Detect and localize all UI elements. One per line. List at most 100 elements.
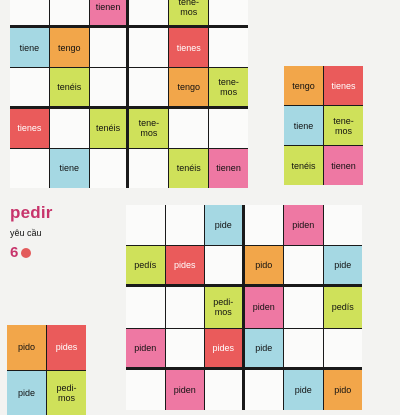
section-title: pedir [10, 203, 53, 223]
grid-cell [166, 329, 205, 369]
grid-cell: piden [126, 329, 165, 369]
pedir-sudoku-grid: pide piden pedís pides pido pide pedi- mos pide… [126, 205, 362, 410]
grid-cell: tene- mos [129, 109, 168, 148]
cell-word: tengo [292, 81, 315, 91]
grid-cell [90, 68, 129, 107]
grid-cell [129, 149, 168, 188]
cell-word: tenéis [177, 163, 201, 173]
cell-word: tenéis [57, 82, 81, 92]
grid-cell [129, 68, 168, 107]
grid-cell [245, 205, 284, 245]
grid-cell: pide [7, 371, 46, 415]
cell-word: pedís [134, 260, 156, 270]
cell-word: tienes [17, 123, 41, 133]
grid-cell: tene- mos [209, 68, 248, 107]
grid-cell: tienes [10, 109, 49, 148]
cell-word: tienen [331, 161, 356, 171]
cell-word: tengo [58, 43, 81, 53]
cell-word: piden [253, 302, 275, 312]
cell-word: pides [56, 342, 78, 352]
cell-word: piden [134, 343, 156, 353]
grid-cell [50, 109, 89, 148]
grid-cell: tienen [209, 149, 248, 188]
grid-cell: piden [245, 287, 284, 327]
grid-cell: pedís [324, 287, 363, 327]
cell-word: pido [255, 260, 272, 270]
grid-cell: pide [205, 205, 244, 245]
grid-cell [10, 149, 49, 188]
section-subtitle: yêu cầu [10, 228, 42, 238]
grid-cell [129, 28, 168, 67]
cell-word: pedís [332, 302, 354, 312]
grid-cell: tenéis [50, 68, 89, 107]
cell-word: pides [212, 343, 234, 353]
grid-cell: tengo [169, 68, 208, 107]
cell-word: pide [295, 385, 312, 395]
cell-word: tengo [177, 82, 200, 92]
tener-sudoku-grid: tienen tene- mos tiene tengo tienes tenéis ten… [10, 0, 248, 188]
grid-cell [90, 28, 129, 67]
grid-cell: pides [166, 246, 205, 286]
grid-cell [284, 287, 323, 327]
cell-word: pedi- mos [213, 297, 233, 317]
cell-word: tienes [331, 81, 355, 91]
cell-word: pido [334, 385, 351, 395]
grid-cell: tengo [284, 66, 323, 105]
grid-cell [10, 0, 49, 27]
grid-cell: tiene [10, 28, 49, 67]
section-number: 6 [10, 244, 18, 261]
grid-cell [245, 370, 284, 410]
cell-word: tienen [216, 163, 241, 173]
grid-cell: tene- mos [169, 0, 208, 27]
grid-cell: pido [324, 370, 363, 410]
cell-word: piden [292, 220, 314, 230]
grid-cell: pide [245, 329, 284, 369]
cell-word: tene- mos [178, 0, 199, 17]
cell-word: pide [215, 220, 232, 230]
cell-word: tienes [177, 43, 201, 53]
grid-cell: pedi- mos [47, 371, 86, 415]
grid-cell: pedís [126, 246, 165, 286]
grid-cell [209, 109, 248, 148]
grid-cell: tienes [324, 66, 363, 105]
grid-cell [205, 370, 244, 410]
grid-cell [209, 0, 248, 27]
grid-cell: tiene [50, 149, 89, 188]
cell-word: tiene [20, 43, 40, 53]
grid-cell [129, 0, 168, 27]
grid-cell: tienen [324, 146, 363, 185]
grid-cell [324, 205, 363, 245]
red-dot-icon [21, 248, 31, 258]
grid-cell: pide [324, 246, 363, 286]
grid-cell: pido [7, 325, 46, 370]
cell-word: piden [174, 385, 196, 395]
grid-cell [10, 68, 49, 107]
grid-cell: tenéis [90, 109, 129, 148]
cell-word: tiene [59, 163, 79, 173]
grid-cell: pide [284, 370, 323, 410]
cell-word: pide [255, 343, 272, 353]
cell-word: tene- mos [139, 118, 160, 138]
grid-cell: tene- mos [324, 106, 363, 145]
grid-cell: pido [245, 246, 284, 286]
grid-cell: pedi- mos [205, 287, 244, 327]
cell-word: tene- mos [218, 77, 239, 97]
grid-cell: pides [47, 325, 86, 370]
grid-cell [169, 109, 208, 148]
grid-cell: tiene [284, 106, 323, 145]
grid-cell: tengo [50, 28, 89, 67]
grid-cell [166, 205, 205, 245]
cell-word: tienen [96, 2, 121, 12]
grid-cell [90, 149, 129, 188]
grid-cell [50, 0, 89, 27]
grid-cell [166, 287, 205, 327]
cell-word: tenéis [96, 123, 120, 133]
grid-cell: piden [284, 205, 323, 245]
grid-cell [284, 246, 323, 286]
grid-cell: piden [166, 370, 205, 410]
grid-cell: tienes [169, 28, 208, 67]
grid-cell [284, 329, 323, 369]
grid-cell [205, 246, 244, 286]
cell-word: tene- mos [333, 116, 354, 136]
